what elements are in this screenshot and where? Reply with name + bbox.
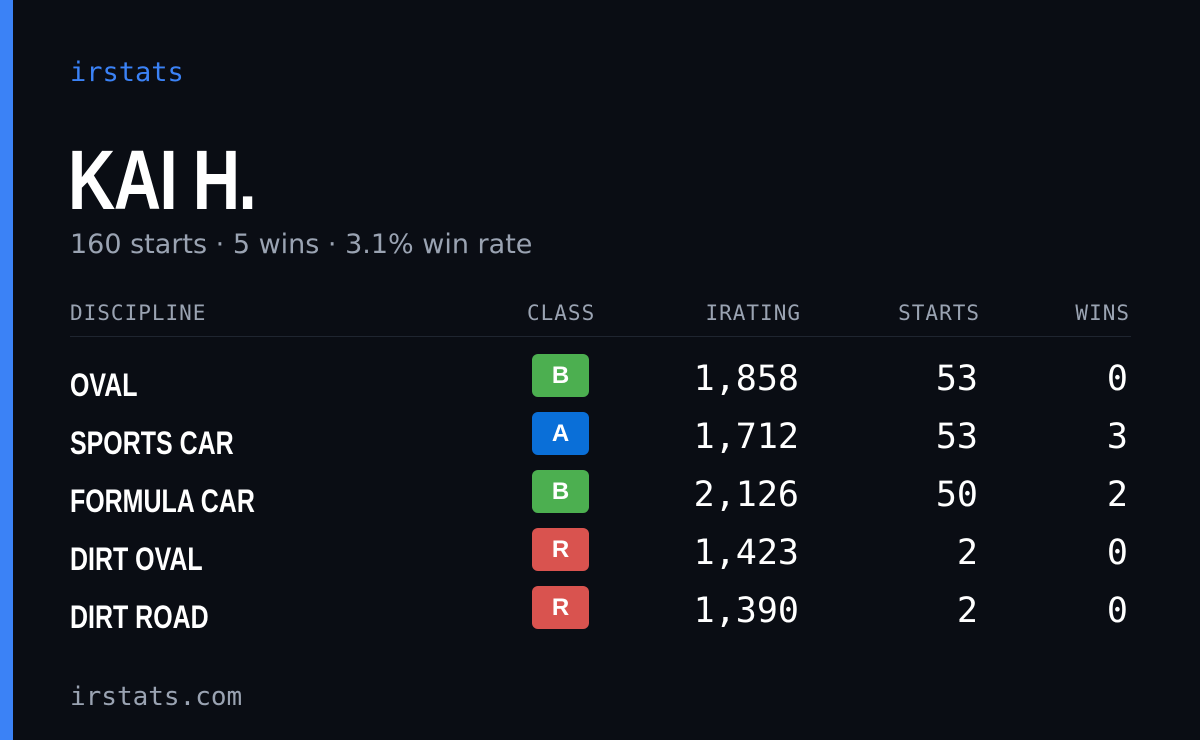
wins-value: 0 xyxy=(1106,533,1128,573)
table-row: OVAL B 1,858 53 0 xyxy=(70,350,1131,408)
class-badge: B xyxy=(532,354,589,397)
discipline-name: OVAL xyxy=(70,367,138,403)
column-header-wins: WINS xyxy=(1075,301,1130,325)
table-row: DIRT ROAD R 1,390 2 0 xyxy=(70,582,1131,640)
class-badge: R xyxy=(532,528,589,571)
class-badge: A xyxy=(532,412,589,455)
player-name: KAI H. xyxy=(68,133,257,227)
discipline-name: DIRT ROAD xyxy=(70,599,209,635)
table-row: DIRT OVAL R 1,423 2 0 xyxy=(70,524,1131,582)
footer-url: irstats.com xyxy=(70,682,243,712)
wins-value: 2 xyxy=(1106,475,1128,515)
wins-value: 3 xyxy=(1106,417,1128,457)
discipline-name: SPORTS CAR xyxy=(70,425,234,461)
starts-value: 2 xyxy=(956,533,978,573)
starts-value: 53 xyxy=(935,359,978,399)
brand-logo: irstats xyxy=(70,57,184,88)
discipline-name: FORMULA CAR xyxy=(70,483,255,519)
player-summary: 160 starts · 5 wins · 3.1% win rate xyxy=(70,229,533,260)
column-header-starts: STARTS xyxy=(898,301,980,325)
irating-value: 2,126 xyxy=(693,475,799,515)
accent-bar xyxy=(0,0,13,740)
irating-value: 1,858 xyxy=(693,359,799,399)
starts-value: 2 xyxy=(956,591,978,631)
column-header-discipline: DISCIPLINE xyxy=(70,301,207,325)
column-header-class: CLASS xyxy=(527,301,596,325)
table-header: DISCIPLINE CLASS IRATING STARTS WINS xyxy=(70,300,1131,337)
wins-value: 0 xyxy=(1106,359,1128,399)
starts-value: 53 xyxy=(935,417,978,457)
class-badge: R xyxy=(532,586,589,629)
table-row: SPORTS CAR A 1,712 53 3 xyxy=(70,408,1131,466)
table-row: FORMULA CAR B 2,126 50 2 xyxy=(70,466,1131,524)
class-badge: B xyxy=(532,470,589,513)
discipline-name: DIRT OVAL xyxy=(70,541,203,577)
wins-value: 0 xyxy=(1106,591,1128,631)
column-header-irating: IRATING xyxy=(705,301,801,325)
starts-value: 50 xyxy=(935,475,978,515)
irating-value: 1,712 xyxy=(693,417,799,457)
irating-value: 1,423 xyxy=(693,533,799,573)
irating-value: 1,390 xyxy=(693,591,799,631)
discipline-table-body: OVAL B 1,858 53 0 SPORTS CAR A 1,712 53 … xyxy=(70,350,1131,640)
